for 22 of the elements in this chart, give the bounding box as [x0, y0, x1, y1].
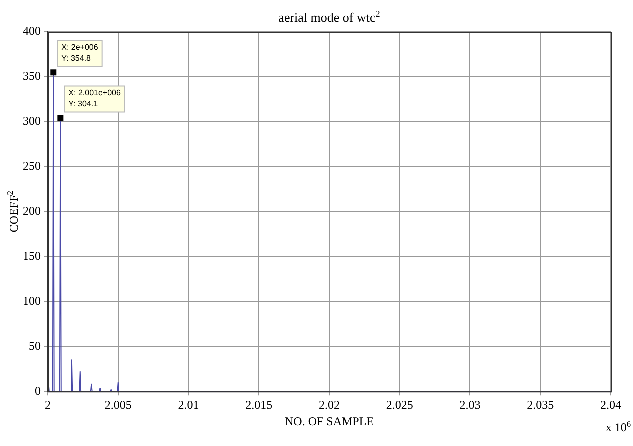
annotation: X: 2e+006 Y: 354.8	[62, 42, 99, 63]
x-tick-label: 2.01	[178, 398, 200, 412]
x-axis-title: NO. OF SAMPLE	[284, 414, 374, 429]
y-tick-label: 100	[23, 294, 41, 308]
y-tick-label: 350	[23, 69, 41, 84]
x-tick-label: 2.03	[460, 398, 481, 412]
y-tick-label: 250	[23, 159, 41, 174]
x-tick-label: 2	[45, 398, 51, 412]
y-tick-label: 50	[29, 338, 41, 353]
y-tick-label: 0	[35, 384, 41, 398]
x-tick-label: 2.04	[600, 398, 622, 412]
x-tick-label: 2.005	[104, 398, 132, 412]
x-tick-label: 2.02	[319, 398, 340, 412]
x-tick-label: 2.025	[386, 398, 414, 412]
annotation: X: 2.001e+006 Y: 304.1	[68, 88, 122, 108]
y-axis-title: COEFF2	[6, 191, 21, 233]
x-tick-label: 2.035	[527, 398, 554, 412]
y-tick-label: 200	[23, 204, 41, 218]
y-tick-label: 300	[23, 114, 41, 128]
x-tick-label: 2.015	[246, 398, 273, 412]
y-tick-label: 400	[23, 24, 41, 38]
y-tick-label: 150	[23, 248, 41, 263]
